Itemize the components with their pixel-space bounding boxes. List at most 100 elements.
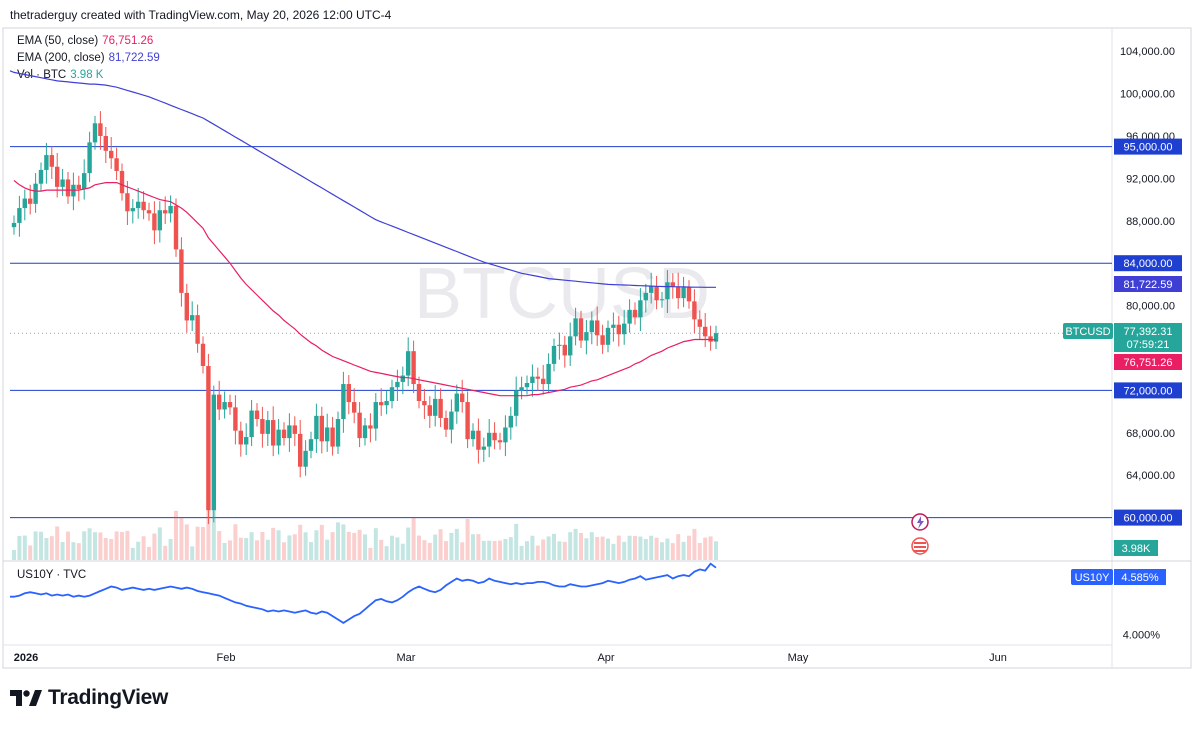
candle[interactable] bbox=[654, 275, 659, 310]
candle[interactable] bbox=[146, 202, 152, 221]
candle[interactable] bbox=[49, 146, 54, 179]
tradingview-brand[interactable]: TradingView bbox=[10, 686, 168, 710]
candle[interactable] bbox=[562, 335, 567, 368]
candle[interactable] bbox=[373, 393, 378, 441]
candle[interactable] bbox=[676, 272, 681, 309]
candle[interactable] bbox=[697, 310, 702, 339]
ema200-line[interactable] bbox=[13, 71, 716, 288]
candle[interactable] bbox=[508, 406, 513, 440]
candle[interactable] bbox=[298, 420, 303, 478]
candle[interactable] bbox=[492, 422, 497, 450]
candle[interactable] bbox=[632, 302, 638, 325]
candle[interactable] bbox=[109, 137, 114, 169]
candle[interactable] bbox=[649, 272, 654, 304]
event-icons[interactable] bbox=[911, 513, 929, 555]
us10y-pane-legend[interactable]: US10Y · TVC bbox=[17, 569, 87, 581]
candle[interactable] bbox=[546, 353, 551, 394]
candle[interactable] bbox=[233, 395, 238, 445]
candle[interactable] bbox=[82, 159, 87, 200]
candle[interactable] bbox=[578, 310, 584, 348]
candle[interactable] bbox=[260, 406, 265, 448]
candle[interactable] bbox=[411, 340, 416, 394]
ema50-line[interactable] bbox=[13, 180, 717, 397]
candle[interactable] bbox=[460, 379, 465, 413]
candle[interactable] bbox=[76, 175, 81, 202]
candle[interactable] bbox=[200, 336, 206, 374]
candle[interactable] bbox=[222, 391, 227, 419]
candle[interactable] bbox=[130, 199, 135, 224]
candle[interactable] bbox=[114, 147, 119, 180]
candle[interactable] bbox=[433, 385, 438, 427]
candle[interactable] bbox=[530, 364, 535, 397]
legend-ema50[interactable]: EMA (50, close) 76,751.26 bbox=[17, 35, 153, 47]
candle[interactable] bbox=[103, 126, 108, 164]
candle[interactable] bbox=[38, 162, 44, 192]
candle[interactable] bbox=[551, 338, 557, 372]
candle[interactable] bbox=[643, 283, 648, 313]
candle[interactable] bbox=[600, 324, 605, 354]
candle[interactable] bbox=[179, 237, 184, 307]
candle[interactable] bbox=[341, 371, 346, 433]
candle[interactable] bbox=[125, 181, 130, 226]
candle[interactable] bbox=[713, 325, 719, 350]
candle[interactable] bbox=[98, 111, 103, 150]
candle[interactable] bbox=[157, 201, 162, 243]
candle[interactable] bbox=[589, 311, 594, 345]
candle[interactable] bbox=[449, 399, 454, 444]
candle[interactable] bbox=[616, 315, 621, 347]
candle[interactable] bbox=[308, 431, 314, 459]
candle[interactable] bbox=[276, 419, 281, 455]
candle[interactable] bbox=[497, 432, 503, 450]
candle[interactable] bbox=[190, 301, 195, 332]
candle[interactable] bbox=[568, 322, 573, 367]
candle[interactable] bbox=[362, 417, 368, 446]
candle[interactable] bbox=[195, 304, 200, 353]
candle[interactable] bbox=[681, 276, 686, 308]
candle[interactable] bbox=[60, 168, 65, 196]
candle[interactable] bbox=[427, 396, 432, 429]
candle[interactable] bbox=[703, 313, 708, 347]
candle[interactable] bbox=[406, 337, 411, 387]
candle[interactable] bbox=[211, 385, 216, 523]
candle[interactable] bbox=[605, 320, 611, 353]
candle[interactable] bbox=[136, 187, 141, 219]
candle[interactable] bbox=[557, 332, 562, 360]
candle[interactable] bbox=[238, 421, 243, 457]
candle[interactable] bbox=[416, 376, 422, 409]
candle[interactable] bbox=[254, 403, 260, 427]
candle[interactable] bbox=[71, 172, 76, 211]
candle[interactable] bbox=[141, 191, 146, 220]
candle[interactable] bbox=[92, 115, 98, 150]
candle[interactable] bbox=[357, 402, 362, 448]
candle[interactable] bbox=[206, 353, 211, 524]
candle[interactable] bbox=[227, 394, 233, 415]
candle[interactable] bbox=[44, 142, 49, 184]
candle[interactable] bbox=[87, 131, 92, 183]
candle[interactable] bbox=[368, 413, 373, 443]
candle[interactable] bbox=[438, 388, 443, 427]
candle[interactable] bbox=[470, 423, 476, 447]
candle[interactable] bbox=[352, 388, 357, 424]
candle[interactable] bbox=[65, 172, 71, 204]
candle[interactable] bbox=[659, 291, 665, 308]
legend-ema200[interactable]: EMA (200, close) 81,722.59 bbox=[17, 52, 160, 64]
candle[interactable] bbox=[535, 367, 540, 391]
candle[interactable] bbox=[584, 319, 589, 355]
candle[interactable] bbox=[173, 198, 179, 257]
candle[interactable] bbox=[622, 309, 627, 345]
candle[interactable] bbox=[11, 215, 17, 235]
candle[interactable] bbox=[55, 152, 60, 198]
candle[interactable] bbox=[335, 411, 341, 454]
candle[interactable] bbox=[217, 380, 222, 421]
candle[interactable] bbox=[476, 418, 481, 464]
candle[interactable] bbox=[17, 195, 22, 237]
candle[interactable] bbox=[454, 384, 459, 424]
candle[interactable] bbox=[422, 388, 427, 420]
candle[interactable] bbox=[503, 415, 508, 457]
candle[interactable] bbox=[292, 416, 297, 447]
candle[interactable] bbox=[379, 388, 384, 416]
candle[interactable] bbox=[303, 440, 308, 476]
candle[interactable] bbox=[184, 283, 189, 333]
candle[interactable] bbox=[389, 379, 395, 409]
candle[interactable] bbox=[692, 289, 697, 334]
